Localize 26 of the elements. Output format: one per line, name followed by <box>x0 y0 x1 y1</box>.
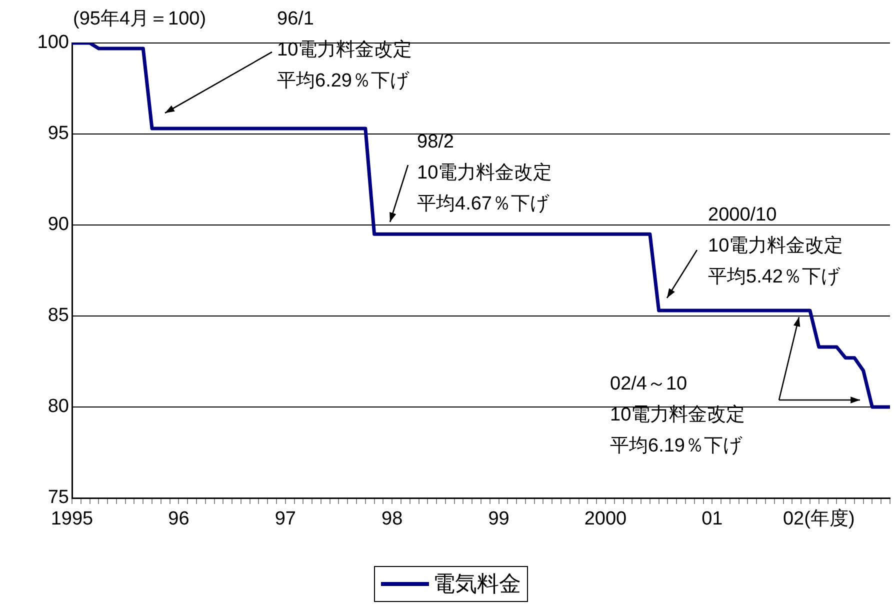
annotation: 平均4.67％下げ <box>417 194 550 215</box>
x-tick-label: 02(年度) <box>782 508 855 530</box>
y-tick-label: 95 <box>48 123 69 144</box>
y-tick-label: 90 <box>48 214 69 236</box>
y-tick-label: 100 <box>37 32 69 54</box>
y-tick-label: 85 <box>48 305 69 326</box>
annotation: 98/2 <box>417 132 454 153</box>
text: (95年4月＝100) <box>73 8 206 30</box>
annotation: 平均5.42％下げ <box>708 266 841 288</box>
x-tick-label: 1995 <box>50 508 94 530</box>
annotation: 平均6.19％下げ <box>610 436 743 457</box>
annotation: 10電力料金改定 <box>708 234 844 257</box>
x-tick-label: 99 <box>488 508 510 530</box>
annotation: 02/4～10 <box>610 374 688 395</box>
x-tick-label: 96 <box>168 508 190 530</box>
text: 96/1 <box>277 8 314 30</box>
x-tick-label: 01 <box>702 508 723 530</box>
annotation: 平均6.29％下げ <box>277 70 410 92</box>
y-tick-label: 80 <box>48 396 69 418</box>
annotation: 2000/10 <box>708 204 777 226</box>
x-tick-label: 97 <box>274 508 296 530</box>
annotation: 10電力料金改定 <box>417 162 552 184</box>
legend-label: 電気料金 <box>433 570 521 598</box>
y-tick-label: 75 <box>48 487 69 508</box>
x-tick-label: 98 <box>382 508 403 530</box>
x-tick-label: 2000 <box>584 508 627 530</box>
